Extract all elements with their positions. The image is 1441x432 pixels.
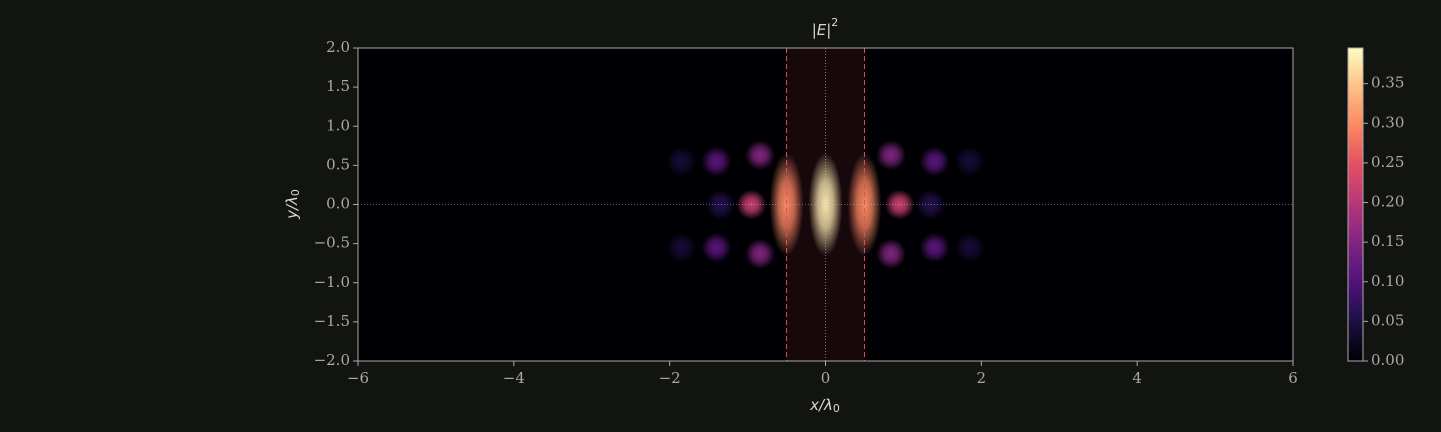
heat-spot <box>884 189 915 220</box>
x-tick-label: 2 <box>977 369 987 387</box>
y-tick-label: 0.5 <box>326 155 350 173</box>
colorbar-tick-label: 0.35 <box>1371 74 1404 92</box>
heat-spot <box>954 146 985 177</box>
y-label: y/λ <box>283 196 301 220</box>
x-tick-label: 4 <box>1132 369 1142 387</box>
y-tick-label: 2.0 <box>326 38 350 56</box>
heat-spot <box>875 140 906 171</box>
y-label-sub: 0 <box>289 189 302 196</box>
colorbar-tick-label: 0.15 <box>1371 232 1404 250</box>
heat-spot <box>666 232 697 263</box>
chart-title: |E|2 <box>812 16 839 39</box>
y-tick-label: −0.5 <box>314 234 350 252</box>
x-tick-label: 0 <box>821 369 831 387</box>
colorbar-tick-label: 0.20 <box>1371 193 1404 211</box>
y-tick-label: 1.0 <box>326 116 350 134</box>
x-axis-label: x/λ0 <box>809 396 840 416</box>
heat-spot <box>701 146 732 177</box>
x-label: x/λ <box>809 396 833 414</box>
heat-spot <box>701 232 732 263</box>
colorbar-tick-label: 0.05 <box>1371 311 1404 329</box>
colorbar-tick-label: 0.25 <box>1371 153 1404 171</box>
heat-spot <box>705 189 736 220</box>
y-tick-label: −2.0 <box>314 351 350 369</box>
x-label-sub: 0 <box>833 402 840 415</box>
x-tick-label: 6 <box>1288 369 1298 387</box>
heat-spot <box>745 238 776 269</box>
y-tick-label: 0.0 <box>326 195 350 213</box>
title-sup: 2 <box>831 16 838 29</box>
y-tick-label: 1.5 <box>326 77 350 95</box>
heat-spot <box>919 146 950 177</box>
y-tick-label: −1.0 <box>314 273 350 291</box>
heat-spot <box>919 232 950 263</box>
y-axis-label: y/λ0 <box>283 189 303 220</box>
colorbar-tick-label: 0.10 <box>1371 272 1404 290</box>
heat-spot <box>954 232 985 263</box>
x-tick-label: −6 <box>347 369 369 387</box>
heat-spot <box>875 238 906 269</box>
heat-spot <box>666 146 697 177</box>
heat-spot <box>915 189 946 220</box>
overlays <box>358 48 1293 361</box>
colorbar-tick-label: 0.30 <box>1371 113 1404 131</box>
x-tick-label: −2 <box>659 369 681 387</box>
x-tick-label: −4 <box>503 369 525 387</box>
colorbar <box>1347 47 1364 362</box>
heat-spot <box>745 140 776 171</box>
y-tick-label: −1.5 <box>314 312 350 330</box>
heatmap <box>666 140 985 269</box>
colorbar-tick-label: 0.00 <box>1371 351 1404 369</box>
title: |E| <box>812 21 832 39</box>
